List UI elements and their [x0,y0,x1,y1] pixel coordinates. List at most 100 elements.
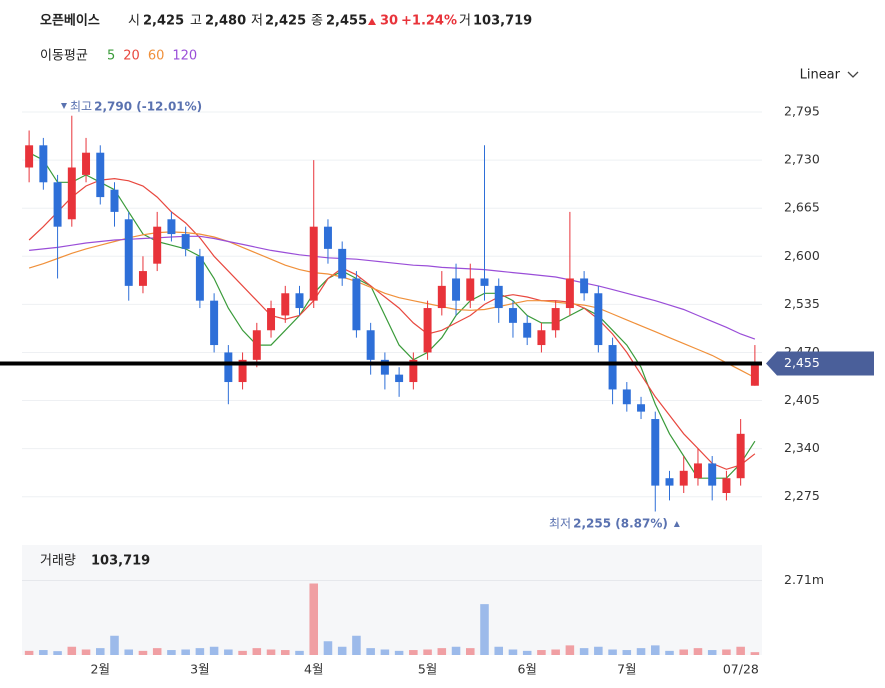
candle-body [622,389,631,405]
field-label: 종 [311,14,323,29]
volume-bar [281,650,290,655]
volume-panel [22,545,762,655]
volume-bar [480,604,489,655]
volume-bar [39,650,48,655]
candle-body [608,345,617,390]
candle-body [480,278,489,286]
volume-bar [380,649,390,655]
candle-body [380,359,389,375]
candle-body [181,234,190,249]
volume-bar [594,646,603,655]
candle-body [366,330,375,360]
volume-bar [24,650,34,655]
volume-bar [707,650,717,655]
candle-body [551,308,560,331]
candle-body [594,293,603,346]
y-tick-label: 2,535 [784,296,820,311]
candle-body [167,219,176,235]
candle-body [437,285,446,309]
volume-bar [722,649,731,655]
candle-body [508,308,517,323]
candle-body [252,330,261,360]
candle-body [537,330,546,346]
field-value: 2,480 [205,14,246,29]
x-tick-label: 3월 [190,662,209,677]
candle-body [82,152,91,175]
volume-bar [124,649,133,655]
volume-bar [181,649,190,655]
high-text: 2,790 (-12.01%) [94,100,202,114]
volume-bar [665,650,674,655]
candle-body [138,271,147,286]
candle-body [651,419,660,486]
legend-entry: 120 [172,49,197,64]
volume-bar [437,648,447,655]
volume-bar [394,650,404,655]
scale-toggle[interactable]: Linear [800,68,841,83]
candle-body [295,293,304,309]
volume-bar [238,650,247,655]
ma-line [29,235,756,340]
high-prefix: 최고 [70,100,92,114]
candle-body [637,404,646,412]
candle-body [736,433,745,479]
volume-bar [224,649,233,655]
y-tick-label: 2,340 [784,440,820,455]
y-tick-label: 2,665 [784,200,820,215]
candle-body [565,278,574,309]
legend-entry: 5 [107,49,115,64]
candle-body [124,219,133,286]
candle-body [494,285,503,309]
dropdown-chevron[interactable] [847,71,859,78]
x-tick-label: 2월 [91,662,110,677]
y-tick-label: 2,795 [784,104,820,119]
candle-body [338,248,347,279]
candle-body [153,226,162,264]
volume-bar [750,652,760,655]
candle-body [679,470,688,486]
candle-body [281,293,290,316]
x-tick-label: 5월 [418,662,437,677]
high-marker [61,103,67,109]
candle-body [238,359,247,383]
volume-bar [693,648,703,655]
field-label: 고 [190,14,202,29]
volume-bar [252,648,262,655]
candle-body [53,182,62,227]
candle-body [452,278,461,301]
volume-bar [138,650,148,655]
volume-bar [67,646,77,655]
volume-tick-label: 2.71m [784,572,824,587]
low-text: 2,255 (8.87%) [573,517,668,531]
ma-line [28,231,756,379]
volume-bar [736,646,745,655]
candle-body [523,322,532,338]
candle-body [352,278,361,331]
candle-body [309,226,318,301]
change-pct: +1.24% [401,14,457,29]
candle-body [195,256,204,301]
field-label: 거 [459,14,471,29]
candle-body [693,463,702,479]
field-label: 시 [128,14,140,29]
volume-bar [636,648,646,655]
change: 30 [380,14,398,29]
x-tick-label: 4월 [304,662,323,677]
volume-bar [110,635,119,655]
x-tick-label: 6월 [517,662,536,677]
volume-label: 거래량 [40,554,76,569]
volume-bar [622,650,632,655]
low-marker [673,521,680,527]
volume-bar [651,645,660,655]
candle-body [323,226,332,249]
legend-entry: 20 [123,49,140,64]
y-tick-label: 2,600 [784,248,820,263]
volume-bar [323,641,333,655]
volume-bar [96,648,105,655]
x-tick-label: 07/28 [723,662,759,677]
volume-bar [81,649,91,655]
volume-bar [423,649,432,655]
price-badge [766,351,874,376]
volume-bar [295,650,304,655]
volume-bar [551,649,560,655]
